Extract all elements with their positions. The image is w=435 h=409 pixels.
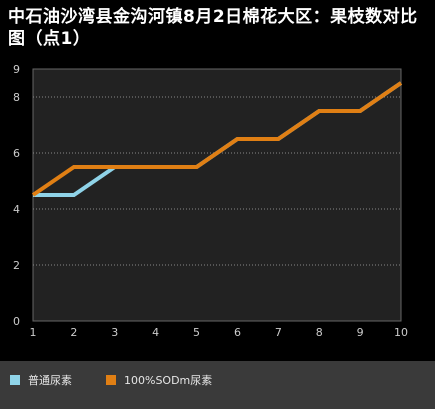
x-tick-label-8: 8	[316, 326, 323, 339]
legend-label-series-1: 普通尿素	[28, 374, 72, 387]
legend-swatch-series-2	[106, 375, 116, 385]
plot-area	[32, 68, 402, 322]
legend-swatch-series-1	[10, 375, 20, 385]
y-tick-label-8: 8	[13, 91, 20, 104]
x-tick-label-2: 2	[70, 326, 77, 339]
line-chart: 0 2 4 6 8 9 1 2 3 4 5 6 7 8 9 10	[13, 63, 408, 339]
legend-label-series-2: 100%SODm尿素	[124, 374, 213, 387]
legend-item-series-2[interactable]: 100%SODm尿素	[106, 373, 212, 387]
x-tick-label-10: 10	[394, 326, 408, 339]
y-tick-label-4: 4	[13, 203, 20, 216]
series-line-2	[31, 81, 403, 197]
x-tick-label-3: 3	[111, 326, 118, 339]
x-tick-label-9: 9	[357, 326, 364, 339]
x-tick-label-6: 6	[234, 326, 241, 339]
x-tick-label-4: 4	[152, 326, 159, 339]
y-tick-label-6: 6	[13, 147, 20, 160]
x-tick-label-1: 1	[30, 326, 37, 339]
x-tick-label-5: 5	[193, 326, 200, 339]
y-tick-label-2: 2	[13, 259, 20, 272]
y-tick-label-9: 9	[13, 63, 20, 76]
legend-item-series-1[interactable]: 普通尿素	[10, 373, 72, 387]
legend: 普通尿素 100%SODm尿素	[0, 361, 435, 409]
y-tick-label-0: 0	[13, 315, 20, 328]
chart-title: 中石油沙湾县金沟河镇8月2日棉花大区：果枝数对比图（点1）	[8, 7, 418, 49]
x-tick-label-7: 7	[275, 326, 282, 339]
